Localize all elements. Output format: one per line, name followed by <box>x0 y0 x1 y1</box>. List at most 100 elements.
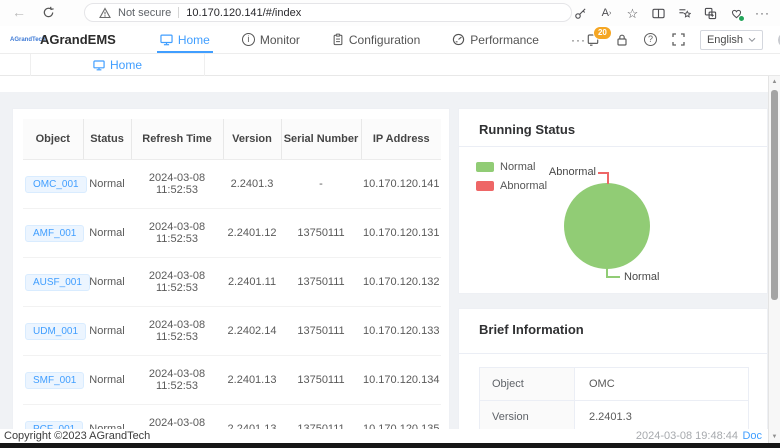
breadcrumb-tab-home[interactable]: Home <box>30 54 205 76</box>
collections-icon[interactable] <box>677 6 692 21</box>
object-cell: AMF_001 <box>23 209 83 258</box>
fullscreen-icon[interactable] <box>672 33 685 46</box>
col-ip-address[interactable]: IP Address <box>361 119 441 160</box>
browser-refresh-icon[interactable] <box>42 6 55 19</box>
col-object[interactable]: Object <box>23 119 83 160</box>
refresh-time-cell: 2024-03-08 11:52:53 <box>131 307 223 356</box>
copyright-text: Copyright ©2023 AGrandTech <box>4 429 150 443</box>
pie-callout-abnormal: Abnormal <box>499 166 596 178</box>
warning-icon <box>99 7 111 19</box>
abnormal-leader-line <box>607 172 609 184</box>
table-row: AMF_001 Normal 2024-03-08 11:52:53 2.240… <box>23 209 441 258</box>
browser-essentials-icon[interactable] <box>729 6 744 21</box>
breadcrumb-label: Home <box>110 58 142 72</box>
serial-cell: 13750111 <box>281 209 361 258</box>
col-serial-number[interactable]: Serial Number <box>281 119 361 160</box>
nav-label: Home <box>178 33 210 47</box>
object-table-card: Object Status Refresh Time Version Seria… <box>12 108 450 438</box>
col-status[interactable]: Status <box>83 119 131 160</box>
object-tag[interactable]: AUSF_001 <box>25 274 90 291</box>
language-select[interactable]: English <box>700 30 763 50</box>
url-text[interactable]: 10.170.120.141/#/index <box>186 7 301 19</box>
doc-link[interactable]: Doc <box>742 429 762 443</box>
status-cell: Normal <box>83 209 131 258</box>
scroll-down-icon[interactable]: ▼ <box>769 434 780 440</box>
nav-tab-monitor[interactable]: i Monitor <box>242 26 300 53</box>
version-cell: 2.2401.11 <box>223 258 281 307</box>
nav-tab-configuration[interactable]: Configuration <box>332 26 420 53</box>
ip-cell: 10.170.120.134 <box>361 356 441 405</box>
col-version[interactable]: Version <box>223 119 281 160</box>
brief-info-title: Brief Information <box>479 322 584 337</box>
title-divider <box>459 353 767 354</box>
clipboard-icon <box>332 33 344 46</box>
serial-cell: - <box>281 160 361 209</box>
scrollbar-thumb[interactable] <box>771 90 778 300</box>
browser-more-icon[interactable]: ··· <box>755 6 770 21</box>
breadcrumb-bar: Home <box>0 54 780 76</box>
scroll-up-icon[interactable]: ▲ <box>769 79 780 85</box>
key-icon[interactable] <box>573 6 588 21</box>
ip-cell: 10.170.120.141 <box>361 160 441 209</box>
bottom-edge-strip <box>0 443 780 448</box>
version-cell: 2.2401.13 <box>223 356 281 405</box>
object-tag[interactable]: OMC_001 <box>25 176 87 193</box>
running-status-card: Running Status Normal Abnormal Abnormal … <box>458 108 768 294</box>
read-aloud-icon[interactable]: A› <box>599 6 614 21</box>
lock-icon[interactable] <box>615 33 629 47</box>
notification-badge: 20 <box>593 26 612 40</box>
header-actions: 20 ? English manager <box>586 30 780 50</box>
screen: ← Not secure 10.170.120.141/#/index A› ☆ <box>0 0 780 448</box>
footer-timestamp: 2024-03-08 19:48:44 <box>636 429 738 443</box>
object-tag[interactable]: SMF_001 <box>25 372 84 389</box>
chevron-down-icon <box>748 37 756 43</box>
nav-tab-performance[interactable]: Performance <box>452 26 539 53</box>
refresh-time-cell: 2024-03-08 11:52:53 <box>131 209 223 258</box>
brief-info-card: Brief Information Object OMC Version 2.2… <box>458 308 768 438</box>
col-refresh-time[interactable]: Refresh Time <box>131 119 223 160</box>
tab-groups-icon[interactable] <box>703 6 718 21</box>
status-cell: Normal <box>83 356 131 405</box>
object-cell: AUSF_001 <box>23 258 83 307</box>
nav-label: Performance <box>470 33 539 47</box>
object-table: Object Status Refresh Time Version Seria… <box>23 119 441 448</box>
refresh-time-cell: 2024-03-08 11:52:53 <box>131 258 223 307</box>
table-row: AUSF_001 Normal 2024-03-08 11:52:53 2.24… <box>23 258 441 307</box>
table-row: UDM_001 Normal 2024-03-08 11:52:53 2.240… <box>23 307 441 356</box>
pie-callout-normal: Normal <box>624 271 659 283</box>
status-cell: Normal <box>83 258 131 307</box>
main-nav: Home i Monitor Configuration Performance… <box>160 26 586 53</box>
browser-action-icons: A› ☆ ··· <box>573 0 770 26</box>
legend-item-abnormal[interactable]: Abnormal <box>476 180 547 192</box>
split-screen-icon[interactable] <box>651 6 666 21</box>
ip-cell: 10.170.120.132 <box>361 258 441 307</box>
address-bar[interactable]: Not secure 10.170.120.141/#/index <box>84 3 572 22</box>
security-label[interactable]: Not secure <box>118 7 171 19</box>
nav-more-menu[interactable]: ··· <box>571 26 586 53</box>
app-title: AGrandEMS <box>40 32 116 47</box>
nav-tab-home[interactable]: Home <box>160 26 210 53</box>
page-scrollbar[interactable]: ▲ ▼ <box>768 76 780 443</box>
table-row: OMC_001 Normal 2024-03-08 11:52:53 2.240… <box>23 160 441 209</box>
nav-label: Monitor <box>260 33 300 47</box>
title-divider <box>459 146 767 147</box>
language-value: English <box>707 34 743 46</box>
serial-cell: 13750111 <box>281 307 361 356</box>
serial-cell: 13750111 <box>281 356 361 405</box>
monitor-icon <box>160 34 173 46</box>
notification-button[interactable]: 20 <box>586 33 600 47</box>
object-tag[interactable]: UDM_001 <box>25 323 86 340</box>
running-status-title: Running Status <box>479 122 575 137</box>
brief-info-value: OMC <box>575 368 748 400</box>
browser-back-icon[interactable]: ← <box>12 4 26 20</box>
object-cell: UDM_001 <box>23 307 83 356</box>
url-divider <box>178 7 179 18</box>
status-cell: Normal <box>83 307 131 356</box>
help-icon[interactable]: ? <box>644 33 657 46</box>
status-pie-chart[interactable] <box>564 183 650 269</box>
favorite-star-icon[interactable]: ☆ <box>625 6 640 21</box>
brief-info-table: Object OMC Version 2.2401.3 <box>479 367 749 434</box>
object-cell: SMF_001 <box>23 356 83 405</box>
essentials-status-dot <box>738 15 745 22</box>
object-tag[interactable]: AMF_001 <box>25 225 84 242</box>
